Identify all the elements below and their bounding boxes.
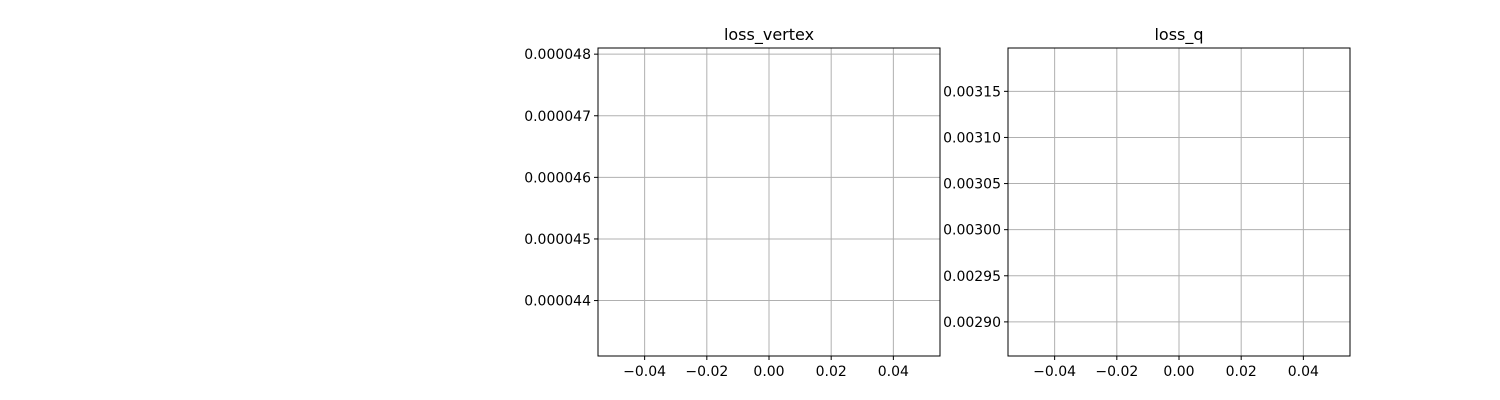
y-tick-label: 0.00310	[943, 130, 1001, 146]
y-tick-label: 0.00295	[943, 269, 1001, 285]
chart-loss-vertex: −0.04 −0.02 0.00 0.02 0.04 0.000044 0.000045 0.…	[524, 25, 941, 380]
y-tick-label: 0.00315	[943, 84, 1001, 100]
x-tick-label: −0.04	[1033, 364, 1076, 380]
x-tick-label: −0.04	[623, 364, 666, 380]
chart-title-loss-q: loss_q	[1154, 25, 1203, 45]
y-tick-label: 0.00290	[943, 315, 1001, 331]
y-tick-label: 0.00300	[943, 223, 1001, 239]
axes-frame-loss-q	[1007, 47, 1351, 357]
x-tick-label: 0.04	[1288, 364, 1319, 380]
x-tick-label: 0.02	[1226, 364, 1257, 380]
x-tick-label: −0.02	[1095, 364, 1138, 380]
chart-title-loss-vertex: loss_vertex	[724, 25, 814, 45]
y-tick-label: 0.00305	[943, 177, 1001, 193]
x-tick-label: 0.00	[1163, 364, 1194, 380]
y-tick-label: 0.000048	[524, 47, 591, 63]
x-tick-label: 0.04	[878, 364, 909, 380]
y-tick-label: 0.000045	[524, 232, 591, 248]
chart-loss-q: −0.04 −0.02 0.00 0.02 0.04 0.00290 0.00295 0.00…	[943, 25, 1351, 380]
axes-frame-loss-vertex	[597, 47, 941, 357]
x-tick-label: 0.00	[753, 364, 784, 380]
y-tick-label: 0.000044	[524, 294, 591, 310]
x-tick-label: 0.02	[816, 364, 847, 380]
x-tick-label: −0.02	[685, 364, 728, 380]
y-tick-label: 0.000047	[524, 109, 591, 125]
y-tick-label: 0.000046	[524, 170, 591, 186]
